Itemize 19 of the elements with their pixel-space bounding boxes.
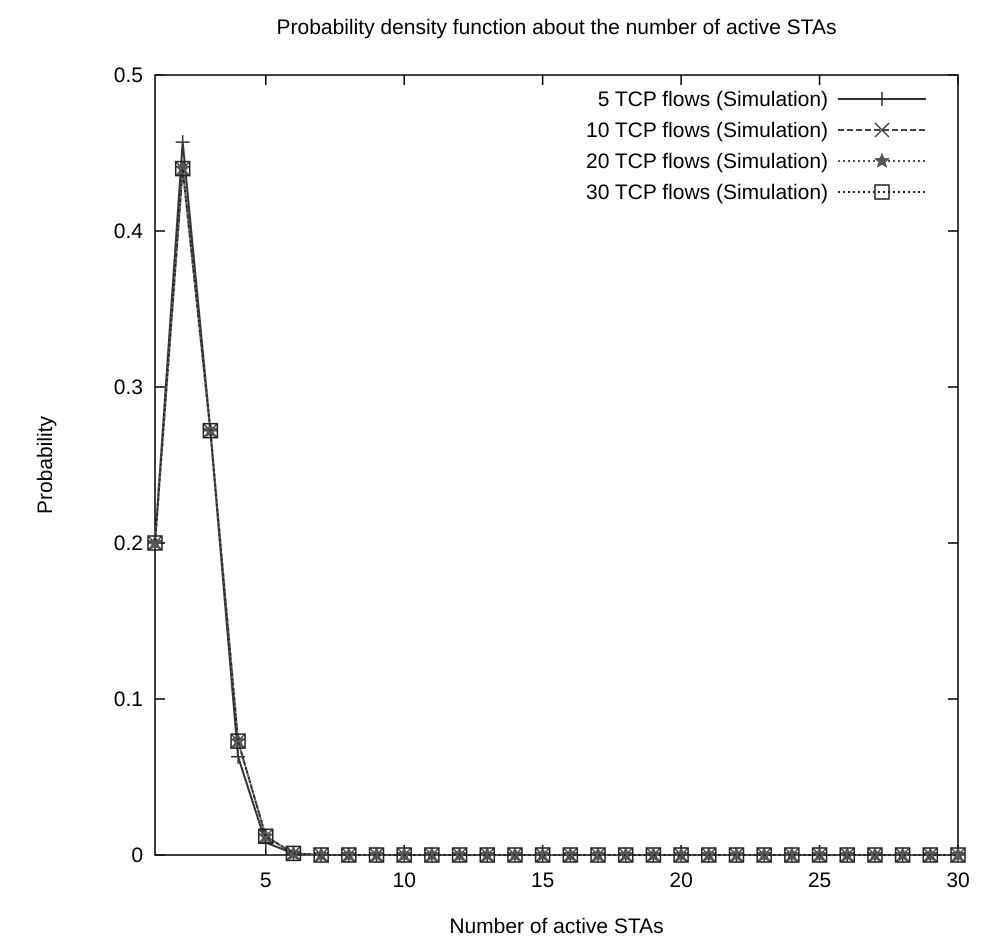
y-tick-label: 0.5 [114,64,143,87]
y-tick-label: 0.2 [114,532,143,555]
y-axis-title: Probability [34,415,57,514]
legend-label: 30 TCP flows (Simulation) [586,181,828,204]
x-tick-label: 10 [392,869,416,892]
y-tick-label: 0.4 [114,220,144,243]
y-tick-label: 0 [131,844,143,867]
legend-label: 5 TCP flows (Simulation) [598,88,828,111]
x-tick-label: 20 [669,869,693,892]
x-tick-label: 30 [946,869,970,892]
y-tick-label: 0.3 [114,376,143,399]
x-tick-label: 15 [530,869,554,892]
chart-title: Probability density function about the number of active STAs [276,16,836,39]
x-tick-label: 25 [808,869,832,892]
legend-label: 20 TCP flows (Simulation) [586,150,828,173]
y-tick-label: 0.1 [114,688,143,711]
legend-label: 10 TCP flows (Simulation) [586,119,828,142]
x-tick-label: 5 [260,869,272,892]
x-axis-title: Number of active STAs [449,915,664,938]
